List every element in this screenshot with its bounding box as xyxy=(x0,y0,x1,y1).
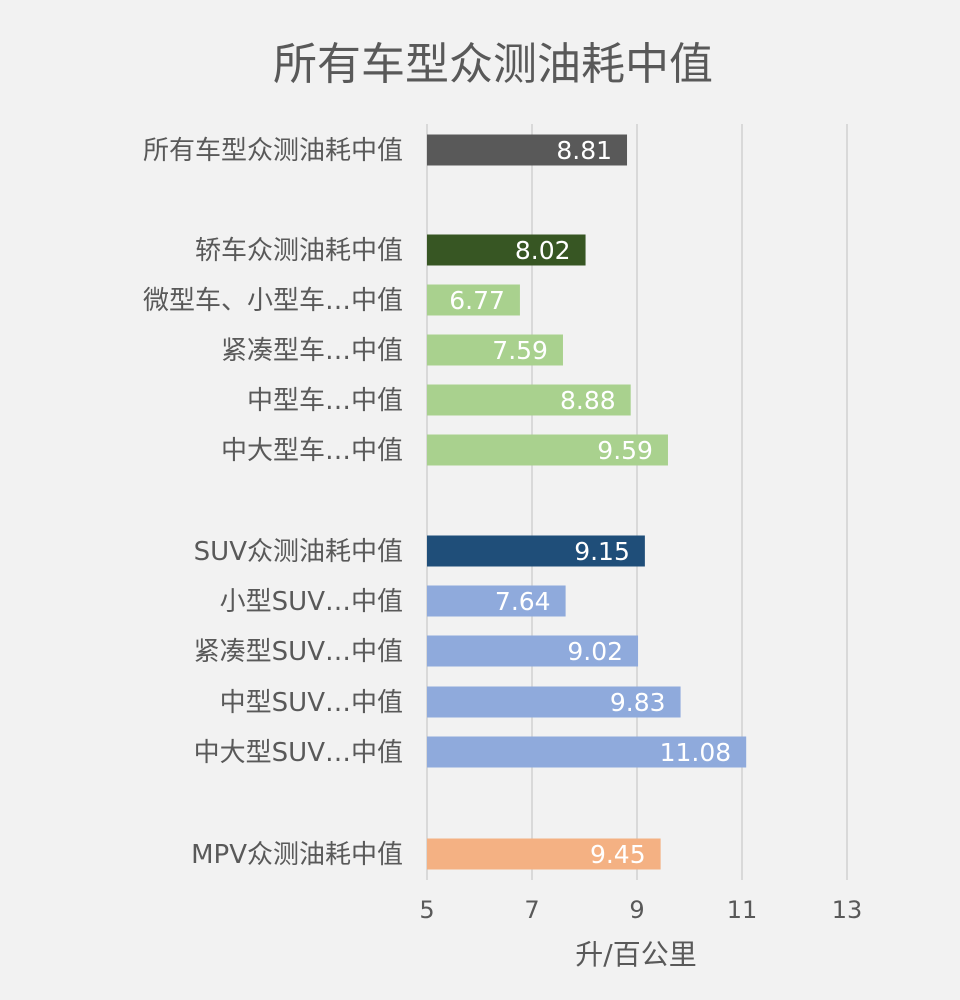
bar xyxy=(427,535,645,567)
data-label: 6.77 xyxy=(449,286,505,315)
category-label: MPV众测油耗中值 xyxy=(191,840,403,870)
x-tick-labels: 5 7 9 11 13 xyxy=(419,896,862,924)
data-label: 7.59 xyxy=(492,336,548,365)
category-label: 中型车…中值 xyxy=(247,386,403,416)
bar xyxy=(427,384,631,416)
category-label: 中大型车…中值 xyxy=(221,436,403,466)
x-tick-label: 7 xyxy=(524,896,539,924)
data-label: 9.15 xyxy=(574,537,630,566)
bar xyxy=(427,585,566,617)
bar xyxy=(427,134,628,166)
bars xyxy=(427,134,747,870)
x-tick-label: 5 xyxy=(419,896,434,924)
category-labels: 所有车型众测油耗中值轿车众测油耗中值微型车、小型车…中值紧凑型车…中值中型车…中… xyxy=(143,136,403,870)
category-label: 小型SUV…中值 xyxy=(220,587,403,617)
bar xyxy=(427,736,747,768)
data-label: 9.45 xyxy=(590,840,646,869)
category-label: 紧凑型SUV…中值 xyxy=(194,637,403,667)
bar xyxy=(427,334,563,366)
bar xyxy=(427,434,668,466)
x-tick-label: 9 xyxy=(629,896,644,924)
category-label: SUV众测油耗中值 xyxy=(194,537,403,567)
category-label: 所有车型众测油耗中值 xyxy=(143,136,403,166)
x-axis-label: 升/百公里 xyxy=(575,938,696,971)
category-label: 轿车众测油耗中值 xyxy=(195,236,403,266)
bar xyxy=(427,686,681,718)
data-label: 11.08 xyxy=(660,738,732,767)
data-label: 8.88 xyxy=(560,386,616,415)
category-label: 微型车、小型车…中值 xyxy=(143,286,403,316)
bar xyxy=(427,284,520,316)
category-label: 中型SUV…中值 xyxy=(220,688,403,718)
x-tick-label: 13 xyxy=(832,896,863,924)
data-label: 8.02 xyxy=(515,236,571,265)
data-label: 8.81 xyxy=(556,136,612,165)
category-label: 紧凑型车…中值 xyxy=(221,336,403,366)
data-label: 9.83 xyxy=(610,688,666,717)
bar xyxy=(427,838,661,870)
bar xyxy=(427,635,639,667)
data-label: 7.64 xyxy=(495,587,551,616)
x-tick-label: 11 xyxy=(727,896,758,924)
data-label: 9.02 xyxy=(567,637,623,666)
chart-title: 所有车型众测油耗中值 xyxy=(273,39,713,90)
data-label: 9.59 xyxy=(597,436,653,465)
bar xyxy=(427,234,586,266)
data-labels: 8.81 8.02 6.77 7.59 8.88 9.59 9.15 7.64 9.02 9.83… xyxy=(449,136,731,869)
category-label: 中大型SUV…中值 xyxy=(194,738,403,768)
